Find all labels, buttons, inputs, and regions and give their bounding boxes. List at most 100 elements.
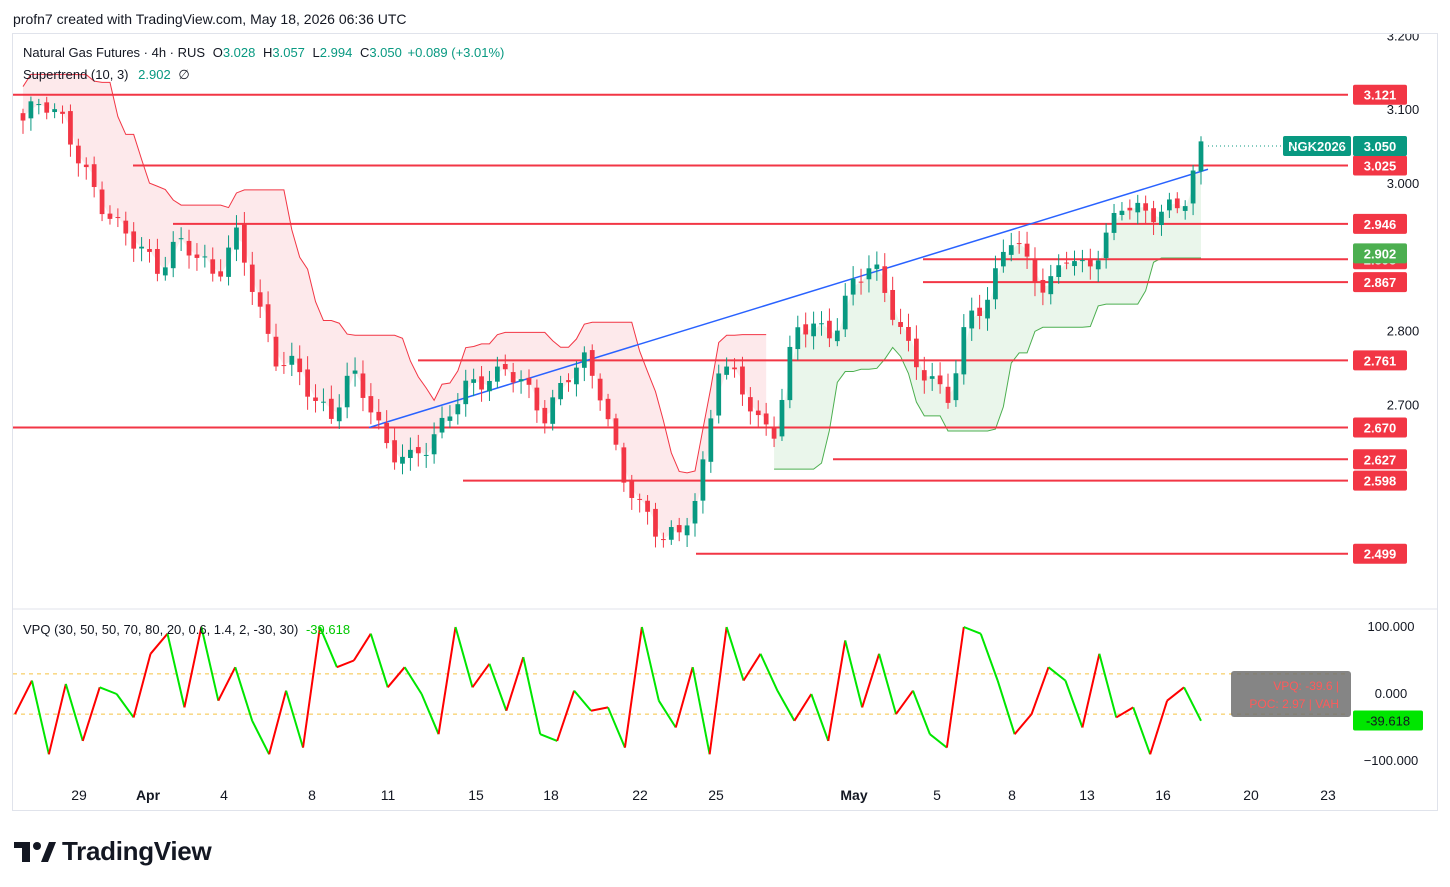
candle-body [234,227,239,250]
candle [1056,254,1062,284]
tradingview-logo[interactable]: TradingView [14,836,212,867]
last-price-badge-bg [1353,136,1407,156]
level-badge-2.761-bg [1353,350,1407,371]
chart-frame[interactable]: 3.200 3.100 3.000 2.800 2.700 29 Apr 4 8 11 15 18 22… [12,33,1438,811]
last-price-badge-text: 3.050 [1364,139,1397,154]
change-value: +0.089 (+3.01%) [407,45,505,60]
time-tick-label: 29 [71,787,87,803]
candle-body [716,373,722,416]
candle [344,362,350,419]
candle-body [392,440,397,463]
candle [898,308,903,335]
vpq-segment [47,683,67,755]
candle [890,276,896,326]
vpq-last-badge-bg [1353,710,1423,731]
candle [147,239,152,263]
level-badge-2.627-bg [1353,449,1407,470]
level-badge-2.627[interactable]: 2.627 [1353,449,1407,470]
candle-body [1087,258,1093,267]
hidden-icon[interactable]: ∅ [178,67,190,82]
candle-body [985,299,990,319]
supertrend-badge[interactable]: 2.902 [1353,243,1407,264]
candle [605,393,611,427]
level-badge-2.867[interactable]: 2.867 [1353,272,1407,293]
candle [368,383,374,425]
candle-body [1072,261,1077,267]
candle [558,375,563,406]
candle-body [811,323,816,337]
candle [123,211,129,246]
candle [985,287,990,331]
level-badge-3.121-bg [1353,84,1407,105]
candle-body [1048,276,1054,295]
candle [186,229,192,269]
supertrend-badge-bg [1353,243,1407,264]
candle [1080,249,1085,273]
trendline[interactable] [368,168,1209,429]
vpq-segment [115,693,135,719]
candle [1111,203,1117,241]
vpq-segment [793,693,813,722]
candle-body [1174,198,1180,209]
candle [929,362,935,391]
candle-body [83,164,89,168]
candle-body [977,307,983,316]
vpq-segment [522,656,542,735]
candle-body [1024,243,1030,257]
level-badge-2.670[interactable]: 2.670 [1353,417,1407,438]
candle [945,373,951,409]
candle-body [1111,212,1117,233]
candle [566,373,571,392]
level-badge-2.946[interactable]: 2.946 [1353,213,1407,234]
last-price-badge[interactable]: 3.050 [1353,136,1407,156]
vpq-segment [369,633,389,688]
vpq-segment [912,690,931,735]
level-badge-2.670-bg [1353,417,1407,438]
candle [376,399,382,430]
price-tick-label: 3.000 [1387,176,1420,191]
vpq-tick-label: 0.000 [1375,686,1408,701]
candle-body [771,427,777,439]
level-badge-2.761[interactable]: 2.761 [1353,350,1407,371]
candle [36,98,42,115]
level-badge-2.499-bg [1353,543,1407,564]
level-badge-2.598[interactable]: 2.598 [1353,470,1407,491]
candle [755,400,761,429]
supertrend-legend[interactable]: Supertrend (10, 3) 2.902 ∅ [23,67,190,83]
candle [265,291,271,343]
level-badge-3.025[interactable]: 3.025 [1353,155,1407,176]
symbol-title[interactable]: Natural Gas Futures · 4h · RUS [23,45,206,60]
vpq-legend[interactable]: VPQ (30, 50, 50, 70, 80, 20, 0.6, 1.4, 2… [23,622,350,637]
candle [210,247,216,282]
vpq-segment [1064,680,1084,728]
chart-canvas[interactable]: 3.200 3.100 3.000 2.800 2.700 29 Apr 4 8 11 15 18 22… [13,34,1437,810]
candle [1048,264,1054,305]
candle-body [400,456,405,464]
candle [921,356,927,394]
candle [471,368,477,397]
candle [850,266,856,306]
vpq-segment [640,626,660,701]
candle-body [850,278,856,295]
candle [447,405,453,428]
candle-body [906,327,911,341]
vpq-segment [454,626,474,688]
candle-body [1000,251,1006,267]
candle-body [455,404,461,415]
level-badge-3.121[interactable]: 3.121 [1353,84,1407,105]
candle-body [1135,202,1141,213]
candle-body [858,281,864,283]
candle [423,442,429,468]
supertrend-bear-fill [23,74,767,540]
candle-body [653,508,658,537]
level-badge-2.499[interactable]: 2.499 [1353,543,1407,564]
vpq-last-badge[interactable]: -39.618 [1353,710,1423,731]
candle [1159,204,1164,236]
candle [439,406,445,439]
candle-body [170,241,176,269]
time-tick-label: May [840,787,867,803]
candle-body [1008,245,1014,255]
vpq-segment [488,663,508,712]
candle [1087,248,1093,280]
candle-body [834,330,840,342]
